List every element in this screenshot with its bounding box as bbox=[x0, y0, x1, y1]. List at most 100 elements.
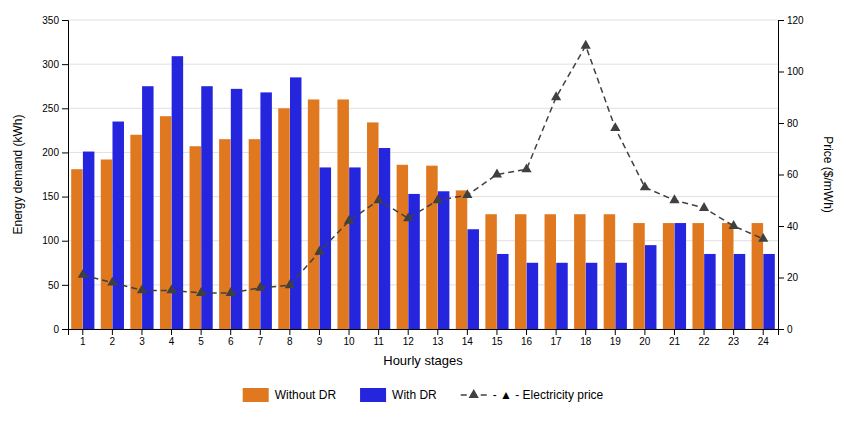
bar bbox=[112, 122, 123, 329]
tick-mark bbox=[778, 278, 784, 279]
tick: 350 bbox=[42, 15, 68, 26]
bar bbox=[101, 159, 112, 329]
bar bbox=[497, 254, 508, 329]
tick-label: 17 bbox=[551, 336, 563, 347]
tick: 1 bbox=[80, 329, 86, 347]
tick: 14 bbox=[462, 329, 474, 347]
marker bbox=[166, 284, 176, 293]
tick-mark bbox=[526, 329, 527, 335]
marker bbox=[610, 122, 620, 131]
tick: 5 bbox=[198, 329, 204, 347]
marker bbox=[581, 40, 591, 49]
legend: Without DR With DR - ▲ - Electricity price bbox=[243, 388, 604, 402]
marker bbox=[137, 284, 147, 293]
tick: 21 bbox=[669, 329, 681, 347]
tick: 17 bbox=[551, 329, 563, 347]
tick-label: 0 bbox=[53, 324, 59, 335]
marker bbox=[285, 279, 295, 288]
tick-mark bbox=[408, 329, 409, 335]
tick-mark bbox=[201, 329, 202, 335]
bar bbox=[704, 254, 715, 329]
tick: 120 bbox=[778, 15, 804, 26]
tick-label: 100 bbox=[42, 235, 59, 246]
tick-mark bbox=[62, 285, 68, 286]
tick-mark bbox=[260, 329, 261, 335]
tick-label: 350 bbox=[42, 15, 59, 26]
legend-swatch bbox=[243, 388, 269, 402]
tick-mark bbox=[467, 329, 468, 335]
tick-mark bbox=[615, 329, 616, 335]
tick: 0 bbox=[53, 324, 68, 335]
tick: 50 bbox=[48, 280, 68, 291]
tick-label: 12 bbox=[403, 336, 415, 347]
marker bbox=[462, 189, 472, 198]
tick: 3 bbox=[139, 329, 145, 347]
tick-label: 100 bbox=[787, 66, 804, 77]
bar bbox=[633, 223, 644, 329]
bar bbox=[367, 122, 378, 329]
plot: 1234567891011121314151617181920212223240… bbox=[11, 15, 835, 368]
line bbox=[83, 46, 763, 293]
bar bbox=[83, 152, 94, 329]
legend-item: Without DR bbox=[243, 388, 337, 402]
legend-label: With DR bbox=[392, 388, 437, 402]
tick: 19 bbox=[610, 329, 622, 347]
tick: 300 bbox=[42, 59, 68, 70]
y-axis-title: Energy demand (kWh) bbox=[11, 114, 25, 234]
tick: 15 bbox=[491, 329, 503, 347]
bar bbox=[160, 116, 171, 329]
bar bbox=[278, 108, 289, 329]
tick-label: 300 bbox=[42, 59, 59, 70]
tick-label: 4 bbox=[169, 336, 175, 347]
x-axis: 123456789101112131415161718192021222324 bbox=[69, 329, 779, 347]
tick-label: 24 bbox=[758, 336, 770, 347]
tick-mark bbox=[289, 329, 290, 335]
tick-mark bbox=[674, 329, 675, 335]
tick-mark bbox=[112, 329, 113, 335]
tick: 8 bbox=[287, 329, 293, 347]
tick-mark bbox=[378, 329, 379, 335]
tick-mark bbox=[319, 329, 320, 335]
tick: 13 bbox=[432, 329, 444, 347]
bar bbox=[320, 167, 331, 329]
tick: 40 bbox=[778, 221, 799, 232]
legend-marker bbox=[469, 389, 479, 398]
marker bbox=[433, 194, 443, 203]
tick-label: 18 bbox=[580, 336, 592, 347]
legend-item: - ▲ - Electricity price bbox=[461, 388, 604, 402]
tick-label: 20 bbox=[787, 272, 799, 283]
bar bbox=[556, 263, 567, 329]
tick: 9 bbox=[317, 329, 323, 347]
marker bbox=[758, 233, 768, 242]
tick-mark bbox=[62, 64, 68, 65]
grid bbox=[68, 20, 778, 329]
grid-line bbox=[68, 20, 778, 21]
tick-mark bbox=[733, 329, 734, 335]
bar bbox=[219, 139, 230, 329]
tick-label: 80 bbox=[787, 118, 799, 129]
tick-mark bbox=[778, 20, 784, 21]
tick-label: 6 bbox=[228, 336, 234, 347]
tick: 100 bbox=[778, 66, 804, 77]
tick-label: 16 bbox=[521, 336, 533, 347]
legend-item: With DR bbox=[360, 388, 437, 402]
bar bbox=[586, 263, 597, 329]
bar bbox=[190, 146, 201, 329]
bar bbox=[308, 99, 319, 329]
bar bbox=[574, 214, 585, 329]
tick: 6 bbox=[228, 329, 234, 347]
tick: 16 bbox=[521, 329, 533, 347]
marker bbox=[78, 269, 88, 278]
tick-label: 22 bbox=[698, 336, 710, 347]
bar bbox=[675, 223, 686, 329]
bar bbox=[379, 148, 390, 329]
tick-mark bbox=[62, 152, 68, 153]
tick-mark bbox=[496, 329, 497, 335]
bar bbox=[527, 263, 538, 329]
tick-label: 150 bbox=[42, 191, 59, 202]
axis-line bbox=[779, 21, 785, 330]
marker bbox=[196, 287, 206, 296]
marker bbox=[551, 91, 561, 100]
tick-mark bbox=[171, 329, 172, 335]
tick-label: 11 bbox=[373, 336, 384, 347]
